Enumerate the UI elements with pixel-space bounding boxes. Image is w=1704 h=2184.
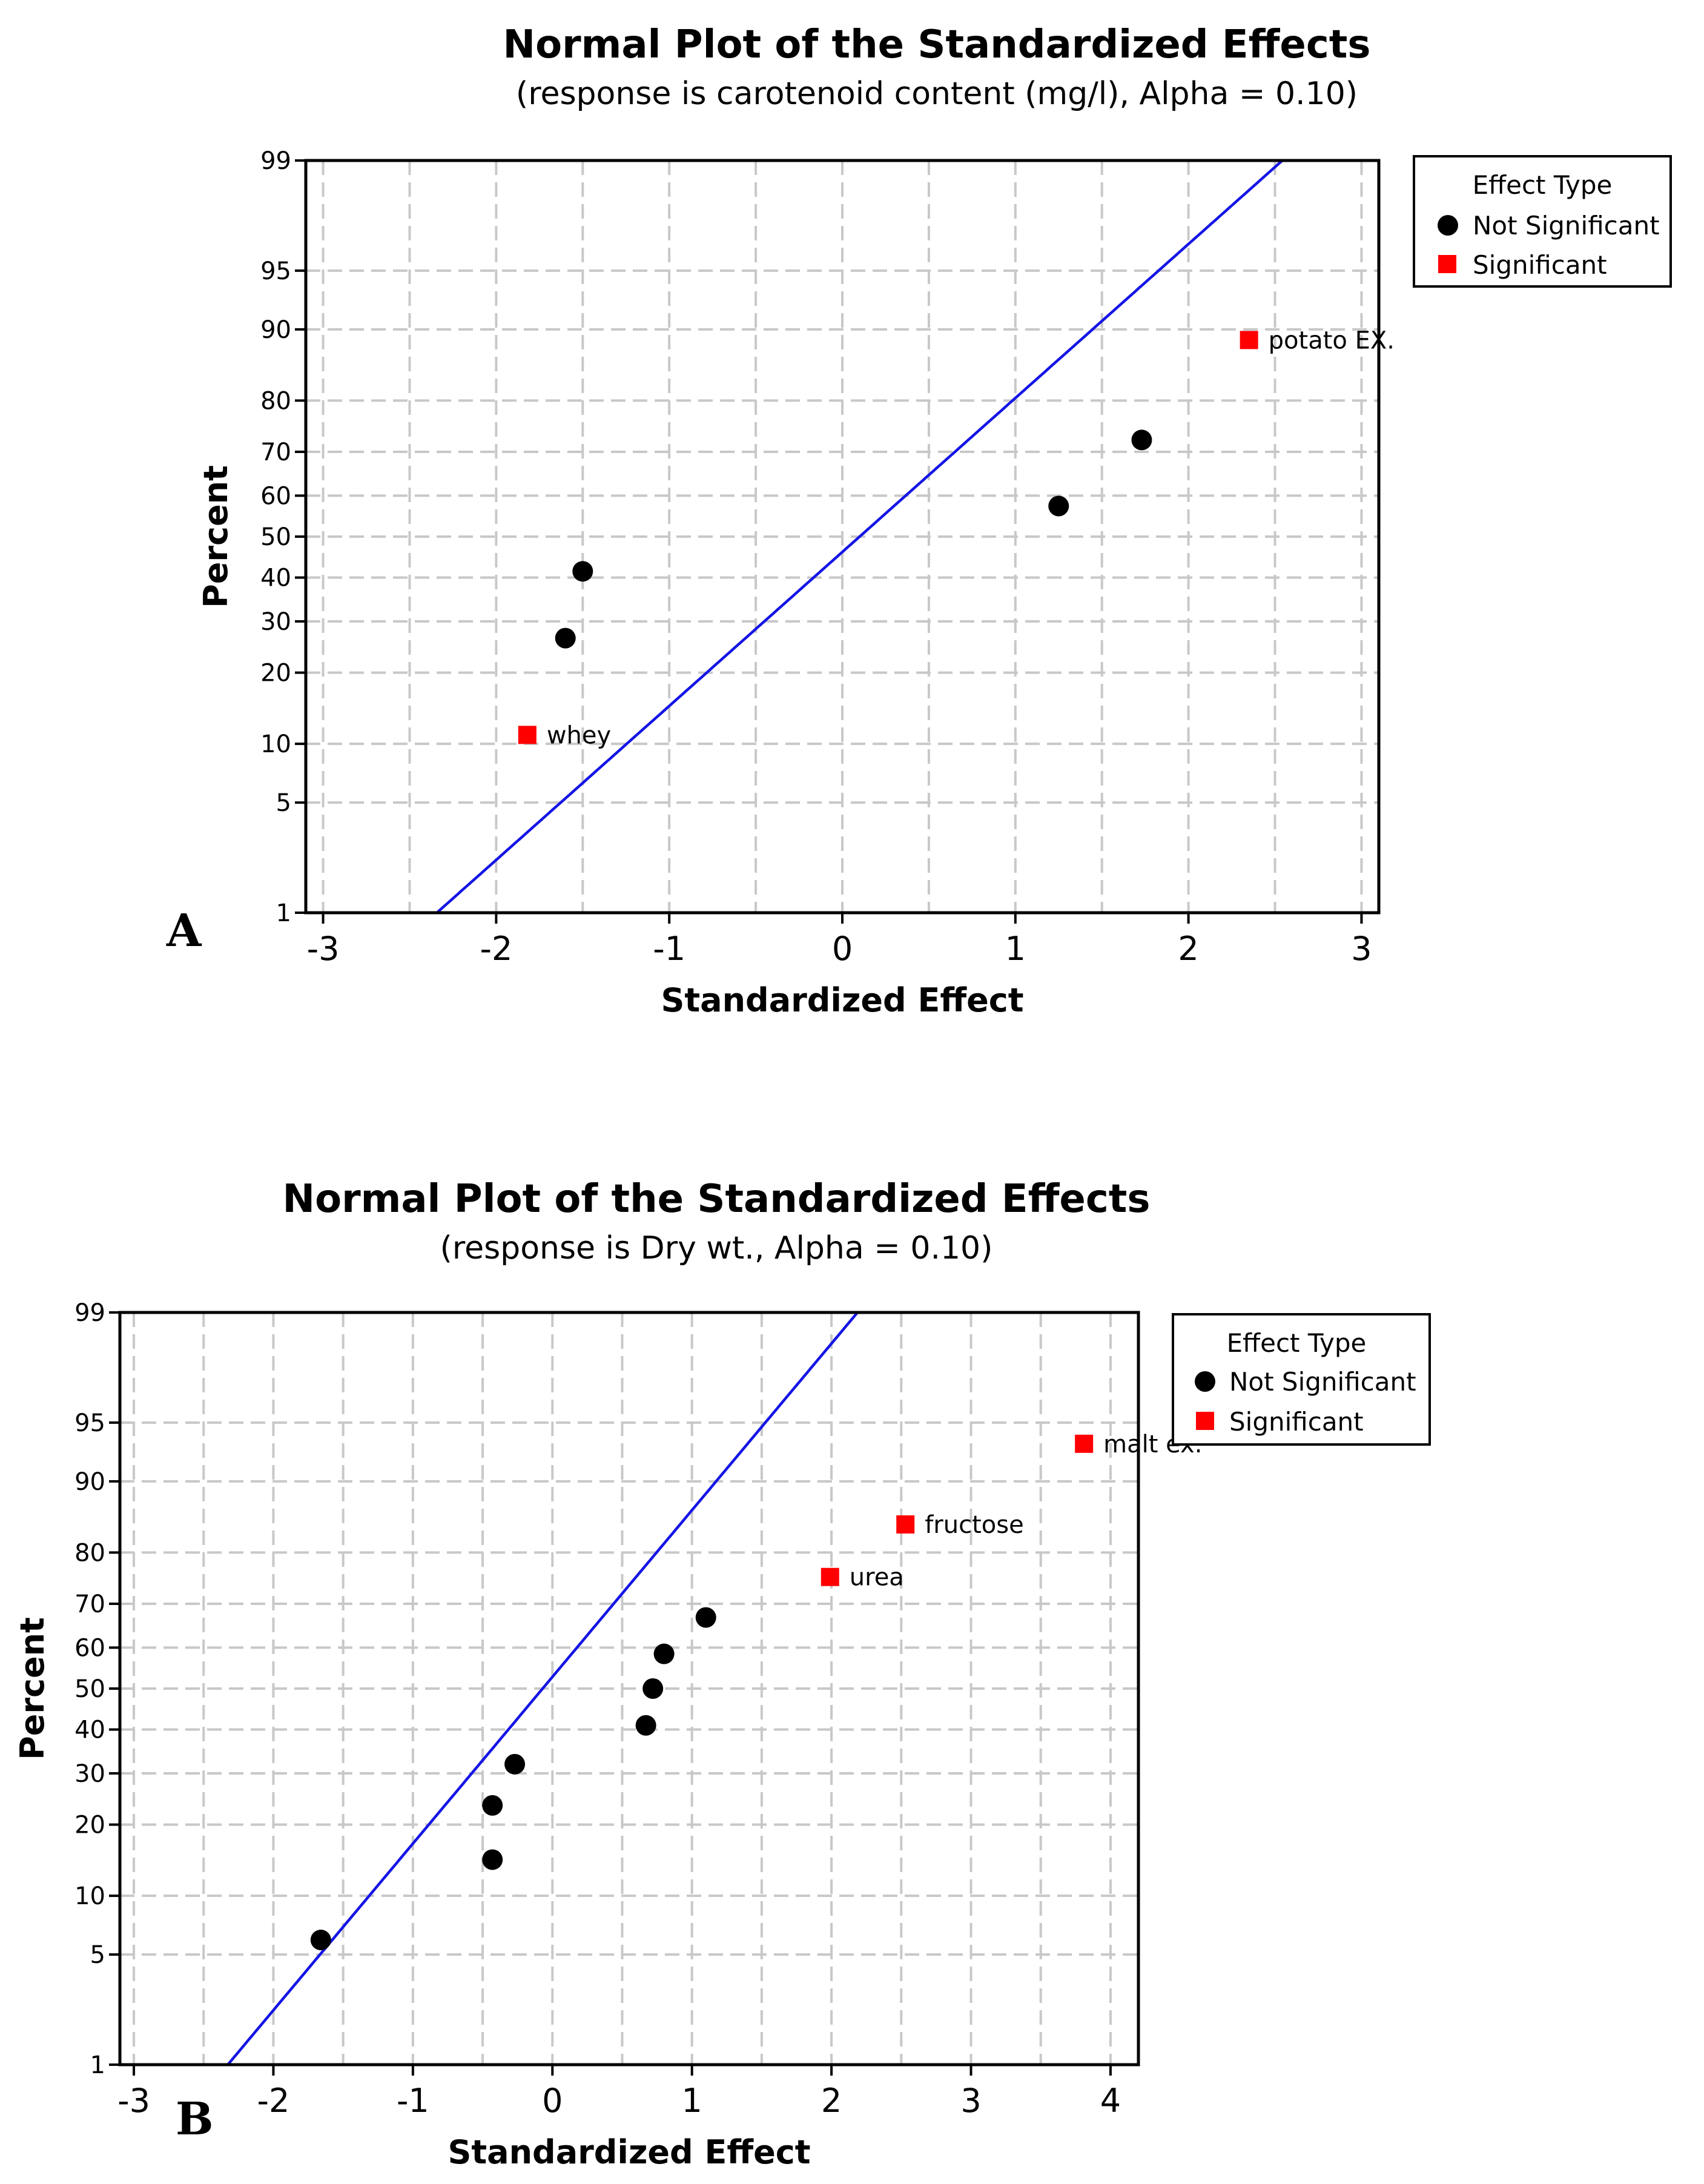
data-points: whey potato EX. <box>518 326 1395 749</box>
y-tick-label: 90 <box>74 1468 105 1496</box>
grid <box>306 159 1379 914</box>
x-tick-label: 0 <box>832 930 853 968</box>
point-not-significant <box>482 1795 503 1816</box>
x-tick-label: -1 <box>397 2082 429 2120</box>
y-tick-label: 5 <box>90 1941 105 1969</box>
x-tick-label: 2 <box>1178 930 1198 968</box>
panel-letter: A <box>166 905 202 957</box>
point-significant <box>1075 1434 1094 1453</box>
legend-circle-marker <box>1438 215 1458 236</box>
axis-ticks: -3 -2 -1 0 1 2 3 1 5 10 20 30 40 50 60 70 80 90 95 99 <box>260 147 1372 968</box>
y-tick-label: 20 <box>74 1812 105 1839</box>
point-label: urea <box>850 1564 904 1592</box>
y-tick-label: 1 <box>276 899 291 927</box>
x-axis-label: Standardized Effect <box>661 981 1023 1019</box>
y-axis-label: Percent <box>197 465 235 608</box>
chart-subtitle: (response is Dry wt., Alpha = 0.10) <box>440 1230 993 1266</box>
y-tick-label: 70 <box>74 1590 105 1618</box>
point-not-significant <box>310 1930 331 1951</box>
grid <box>120 1311 1138 2066</box>
y-tick-label: 95 <box>74 1409 105 1437</box>
point-significant <box>1240 331 1258 349</box>
chart-subtitle: (response is carotenoid content (mg/l), … <box>516 76 1358 112</box>
x-tick-label: -2 <box>480 930 512 968</box>
legend: Effect Type Not Significant Significant <box>1413 155 1672 288</box>
chart-panel-b: Normal Plot of the Standardized Effects … <box>13 1177 1431 2171</box>
point-not-significant <box>642 1678 664 1699</box>
y-axis-label: Percent <box>13 1617 51 1760</box>
x-tick-label: 3 <box>1351 930 1372 968</box>
x-tick-label: 1 <box>682 2082 702 2120</box>
point-significant <box>518 726 537 744</box>
y-tick-label: 20 <box>260 660 291 687</box>
x-axis-label: Standardized Effect <box>447 2133 810 2171</box>
point-significant <box>896 1515 915 1534</box>
x-tick-label: -3 <box>307 930 340 968</box>
y-tick-label: 80 <box>260 387 291 415</box>
y-tick-label: 50 <box>74 1675 105 1703</box>
y-tick-label: 99 <box>260 147 291 175</box>
point-label: whey <box>547 721 611 749</box>
y-tick-label: 60 <box>260 482 291 510</box>
point-not-significant <box>635 1715 656 1736</box>
fitted-normal-line <box>435 159 1284 914</box>
y-tick-label: 60 <box>74 1634 105 1662</box>
legend: Effect Type Not Significant Significant <box>1172 1313 1431 1446</box>
y-tick-label: 40 <box>260 564 291 592</box>
point-not-significant <box>1048 495 1069 517</box>
x-tick-label: 0 <box>542 2082 563 2120</box>
legend-square-marker <box>1196 1412 1214 1430</box>
point-not-significant <box>504 1753 526 1775</box>
point-label: potato EX. <box>1269 326 1395 354</box>
y-tick-label: 50 <box>260 523 291 551</box>
axis-ticks: -3 -2 -1 0 1 2 3 4 1 5 10 20 30 40 50 60 70 80 90 95 99 <box>74 1299 1121 2120</box>
point-not-significant <box>695 1607 716 1628</box>
legend-title: Effect Type <box>1473 170 1613 200</box>
legend-circle-marker <box>1195 1371 1215 1392</box>
x-tick-label: -2 <box>257 2082 290 2120</box>
y-tick-label: 40 <box>74 1716 105 1744</box>
y-tick-label: 1 <box>90 2051 105 2079</box>
y-tick-label: 80 <box>74 1539 105 1567</box>
y-tick-label: 70 <box>260 438 291 466</box>
chart-panel-a: Normal Plot of the Standardized Effects … <box>166 22 1672 1019</box>
panel-letter: B <box>176 2093 214 2145</box>
legend-item-significant: Significant <box>1229 1407 1364 1437</box>
x-tick-label: -3 <box>117 2082 150 2120</box>
fit-line <box>226 1311 859 2066</box>
y-tick-label: 10 <box>74 1882 105 1910</box>
point-not-significant <box>572 561 593 582</box>
point-significant <box>821 1567 839 1586</box>
point-not-significant <box>482 1849 503 1870</box>
x-tick-label: 2 <box>821 2082 842 2120</box>
legend-box <box>1172 1313 1431 1446</box>
y-tick-label: 30 <box>74 1760 105 1788</box>
y-tick-label: 30 <box>260 608 291 636</box>
point-label: fructose <box>925 1511 1023 1539</box>
x-tick-label: -1 <box>653 930 685 968</box>
x-tick-label: 1 <box>1005 930 1026 968</box>
y-tick-label: 95 <box>260 257 291 285</box>
chart-title: Normal Plot of the Standardized Effects <box>283 1177 1151 1222</box>
y-tick-label: 10 <box>260 730 291 758</box>
y-tick-label: 90 <box>260 316 291 344</box>
y-tick-label: 5 <box>276 789 291 817</box>
fit-line <box>435 159 1284 914</box>
legend-item-significant: Significant <box>1473 250 1607 280</box>
y-tick-label: 99 <box>74 1299 105 1327</box>
x-tick-label: 3 <box>960 2082 981 2120</box>
legend-item-not-significant: Not Significant <box>1229 1367 1416 1397</box>
point-not-significant <box>1131 429 1152 451</box>
legend-title: Effect Type <box>1227 1328 1367 1358</box>
chart-title: Normal Plot of the Standardized Effects <box>503 22 1371 67</box>
legend-square-marker <box>1438 255 1456 273</box>
fitted-normal-line <box>226 1311 859 2066</box>
legend-item-not-significant: Not Significant <box>1473 211 1660 240</box>
x-tick-label: 4 <box>1100 2082 1121 2120</box>
point-not-significant <box>653 1643 675 1664</box>
point-not-significant <box>555 627 576 649</box>
